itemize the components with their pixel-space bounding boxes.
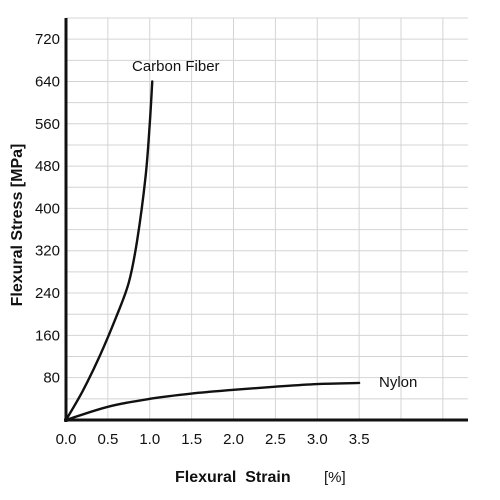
y-axis-label-text: Flexural Stress — [9, 192, 26, 307]
y-tick-label: 160 — [35, 327, 60, 344]
series-label-nylon: Nylon — [379, 374, 417, 391]
x-axis-label: Flexural Strain — [175, 469, 291, 486]
y-tick-label: 640 — [35, 73, 60, 90]
y-axis-title: Flexural Stress [MPa] — [9, 144, 26, 307]
x-tick-label: 3.0 — [307, 431, 328, 448]
x-axis-unit: [%] — [324, 469, 346, 486]
series-line-nylon — [64, 381, 361, 422]
x-tick-label: 2.5 — [265, 431, 286, 448]
x-tick-label: 0.0 — [56, 431, 77, 448]
x-tick-label: 0.5 — [97, 431, 118, 448]
x-tick-label: 3.5 — [349, 431, 370, 448]
series-label-carbon-fiber: Carbon Fiber — [132, 58, 220, 75]
y-tick-label: 480 — [35, 158, 60, 175]
y-axis-label: Flexural Stress [MPa] — [9, 144, 26, 307]
plot-series — [64, 80, 361, 422]
x-tick-label: 1.0 — [139, 431, 160, 448]
x-axis-title: Flexural Strain [%] — [175, 469, 346, 486]
y-tick-label: 320 — [35, 243, 60, 260]
series-line-carbon-fiber — [64, 80, 154, 422]
y-tick-label: 720 — [35, 31, 60, 48]
y-tick-label: 80 — [43, 370, 60, 387]
tick-labels: 0.0 0.5 1.0 1.5 2.0 2.5 3.0 3.5 80 160 240 320 400 48… — [35, 31, 370, 448]
y-tick-label: 560 — [35, 116, 60, 133]
series-labels: Carbon Fiber Nylon — [132, 58, 417, 391]
axes — [64, 18, 468, 422]
grid-lines — [66, 17, 468, 420]
y-tick-label: 240 — [35, 285, 60, 302]
x-tick-label: 1.5 — [181, 431, 202, 448]
x-tick-label: 2.0 — [223, 431, 244, 448]
y-tick-label: 400 — [35, 200, 60, 217]
y-axis-unit: [MPa] — [9, 144, 26, 188]
